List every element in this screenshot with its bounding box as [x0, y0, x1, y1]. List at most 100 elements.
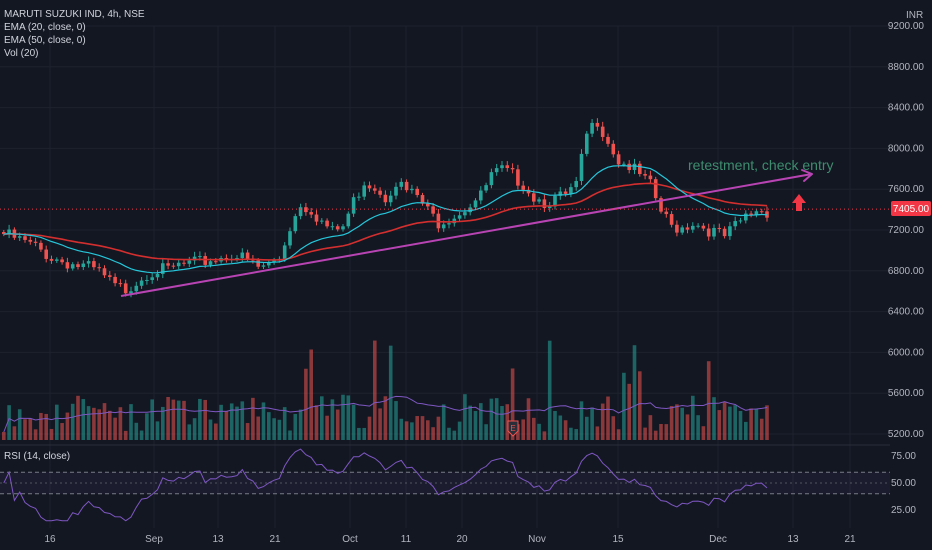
trend-arrowhead-icon: [801, 169, 813, 182]
candle-body: [595, 122, 600, 127]
legend-ema20[interactable]: EMA (20, close, 0): [4, 22, 86, 33]
candle-body: [611, 143, 616, 155]
volume-bar: [653, 430, 658, 440]
volume-bar: [436, 416, 441, 440]
volume-bar: [129, 404, 133, 440]
volume-bar: [765, 405, 769, 440]
volume-bar: [161, 406, 165, 440]
volume-bar: [60, 423, 64, 440]
rsi-tick-label: 50.00: [891, 478, 916, 489]
candle-body: [113, 276, 117, 284]
volume-bar: [108, 410, 112, 440]
volume-bar: [516, 424, 520, 440]
volume-bar: [638, 371, 642, 440]
volume-bar: [394, 401, 398, 440]
candle-body: [145, 279, 149, 281]
candle-body: [479, 190, 483, 201]
candle-body: [712, 227, 716, 237]
candle-body: [733, 221, 737, 227]
volume-bar: [383, 396, 388, 440]
volume-bar: [346, 395, 351, 440]
candle-body: [70, 264, 75, 269]
candle-body: [500, 165, 504, 169]
up-arrow-icon[interactable]: [792, 194, 806, 211]
volume-bar: [357, 427, 361, 440]
volume-bar: [532, 417, 536, 440]
candle-body: [288, 231, 292, 246]
candle-body: [643, 174, 647, 176]
candle-body: [420, 195, 425, 204]
candle-body: [754, 211, 759, 215]
candle-body: [516, 169, 520, 186]
candle-body: [510, 168, 515, 170]
candle-body: [394, 186, 398, 196]
volume-bar: [722, 401, 727, 440]
volume-bar: [219, 404, 223, 440]
volume-bar: [680, 407, 684, 440]
candle-body: [664, 211, 669, 215]
volume-bar: [675, 404, 679, 440]
price-tick-label: 8000.00: [888, 143, 925, 154]
time-tick-label: Dec: [709, 534, 727, 545]
candle-body: [494, 168, 499, 173]
volume-bar: [452, 430, 457, 440]
time-tick-label: 21: [844, 534, 856, 545]
candle-body: [606, 136, 610, 144]
candle-body: [341, 226, 345, 230]
volume-bar: [367, 416, 372, 440]
rsi-legend[interactable]: RSI (14, close): [4, 451, 71, 462]
volume-bar: [123, 430, 128, 440]
volume-bar: [362, 427, 366, 440]
candle-body: [627, 163, 631, 171]
legend-ema50[interactable]: EMA (50, close, 0): [4, 35, 86, 46]
volume-bar: [28, 418, 33, 440]
legend-vol[interactable]: Vol (20): [4, 48, 39, 59]
candle-body: [261, 265, 266, 267]
trendline[interactable]: [120, 173, 813, 297]
earnings-icon[interactable]: E: [507, 420, 519, 437]
candle-body: [39, 242, 43, 250]
price-axis[interactable]: 9200.00 8800.00 8400.00 8000.00 7600.00 7200.…: [888, 21, 925, 440]
candle-body: [431, 206, 435, 214]
time-tick-label: 13: [212, 534, 224, 545]
legend-symbol[interactable]: MARUTI SUZUKI IND, 4h, NSE: [4, 9, 145, 20]
volume-bar: [187, 424, 192, 440]
volume-bar: [701, 426, 706, 440]
rsi-line: [3, 448, 768, 522]
candle-body: [669, 214, 674, 225]
candle-body: [648, 175, 653, 180]
candle-body: [388, 195, 393, 203]
volume-bar: [669, 406, 674, 440]
current-price-tag: 7405.00: [891, 201, 931, 216]
time-axis[interactable]: 16 Sep 13 21 Oct 11 20 Nov 15 Dec 13 21: [44, 534, 856, 545]
candle-body: [410, 188, 414, 191]
candle-body: [60, 259, 64, 263]
volume-bar: [728, 406, 732, 440]
volume-bar: [113, 417, 117, 440]
candle-body: [155, 273, 160, 278]
candle-body: [675, 224, 679, 233]
volume-bar: [569, 427, 573, 440]
volume-bar: [595, 426, 600, 440]
candle-body: [579, 153, 584, 182]
volume-bar: [198, 398, 202, 440]
time-tick-label: Oct: [342, 534, 358, 545]
volume-bar: [494, 398, 499, 440]
volume-bar: [320, 396, 324, 440]
candle-body: [102, 268, 107, 276]
candle-body: [468, 207, 472, 213]
grid: [0, 25, 890, 528]
volume-bar: [81, 399, 86, 440]
volume-bar: [288, 430, 292, 440]
candle-body: [357, 196, 361, 198]
annotation-text[interactable]: retestment, check entry: [688, 157, 834, 173]
volume-bar: [256, 416, 260, 440]
volume-bar: [304, 368, 308, 440]
candle-body: [176, 262, 181, 267]
candle-body: [553, 195, 557, 207]
candle-body: [585, 133, 589, 154]
volume-bar: [590, 407, 594, 440]
candle-body: [33, 241, 38, 243]
volume-bar: [245, 423, 250, 440]
